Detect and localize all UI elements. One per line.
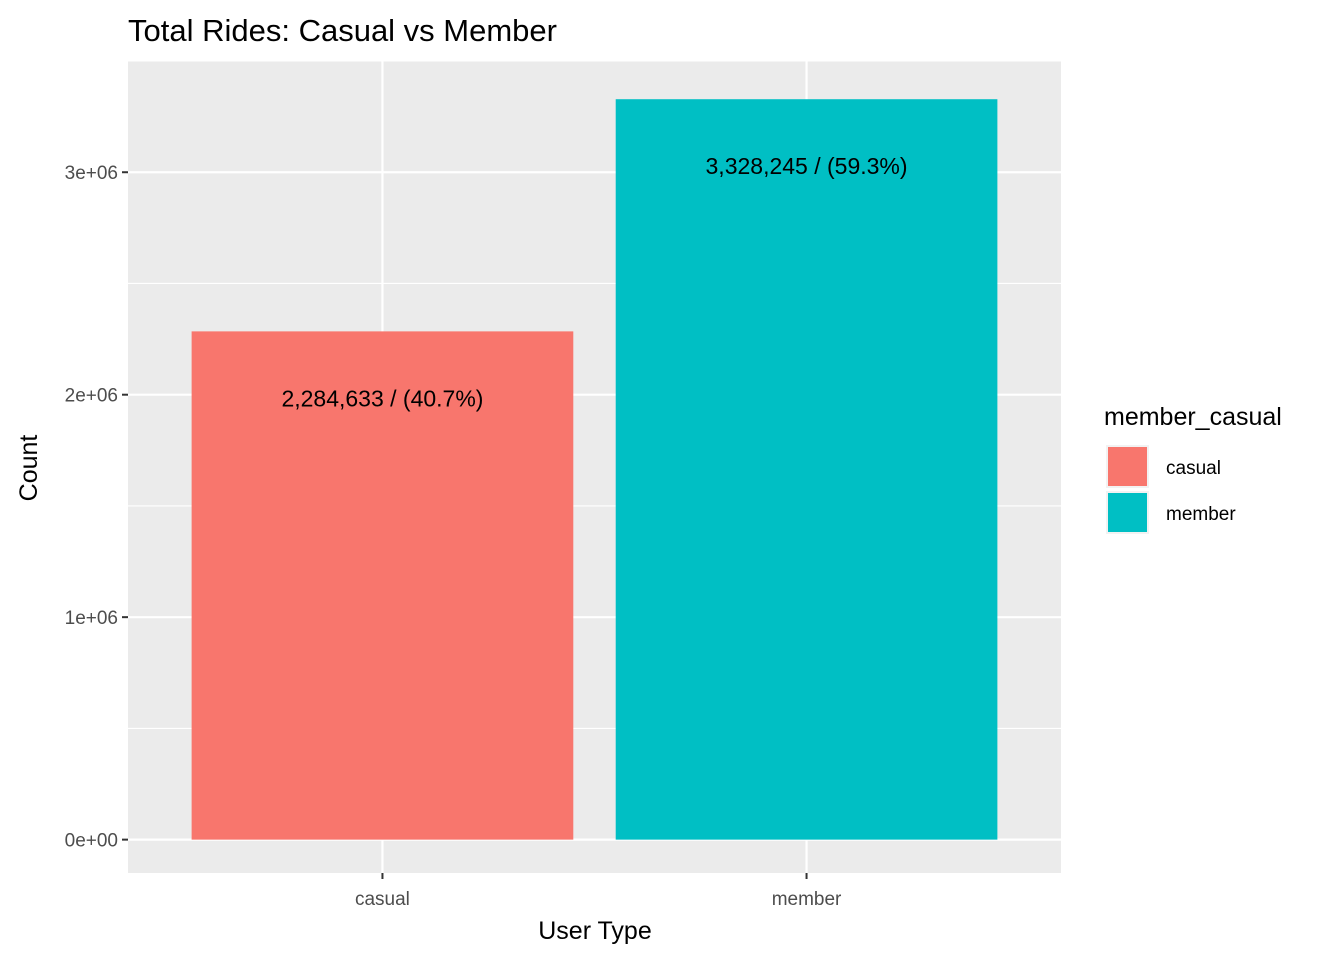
chart-title: Total Rides: Casual vs Member (128, 13, 557, 48)
x-tick-label-member: member (772, 889, 842, 910)
axes: 0e+00 1e+06 2e+06 3e+06 casual member (65, 163, 842, 910)
legend-title: member_casual (1104, 403, 1282, 431)
bar-casual (191, 331, 574, 840)
bars (191, 99, 998, 840)
y-axis-title: Count (15, 435, 43, 502)
y-tick-label: 1e+06 (65, 608, 118, 629)
legend-swatch-casual (1108, 447, 1147, 486)
y-tick-label: 0e+00 (65, 831, 118, 852)
x-tick-label-casual: casual (355, 889, 410, 910)
legend: member_casual casual member (1104, 403, 1282, 534)
y-tick-label: 2e+06 (65, 386, 118, 407)
data-labels: 2,284,633 / (40.7%) 3,328,245 / (59.3%) (281, 153, 907, 411)
legend-label-casual: casual (1166, 458, 1221, 479)
legend-label-member: member (1166, 504, 1236, 525)
x-axis-title: User Type (538, 917, 651, 945)
data-label-casual: 2,284,633 / (40.7%) (281, 385, 483, 411)
data-label-member: 3,328,245 / (59.3%) (706, 153, 908, 179)
bar-member (615, 99, 998, 840)
legend-swatch-member (1108, 493, 1147, 532)
y-tick-label: 3e+06 (65, 163, 118, 184)
